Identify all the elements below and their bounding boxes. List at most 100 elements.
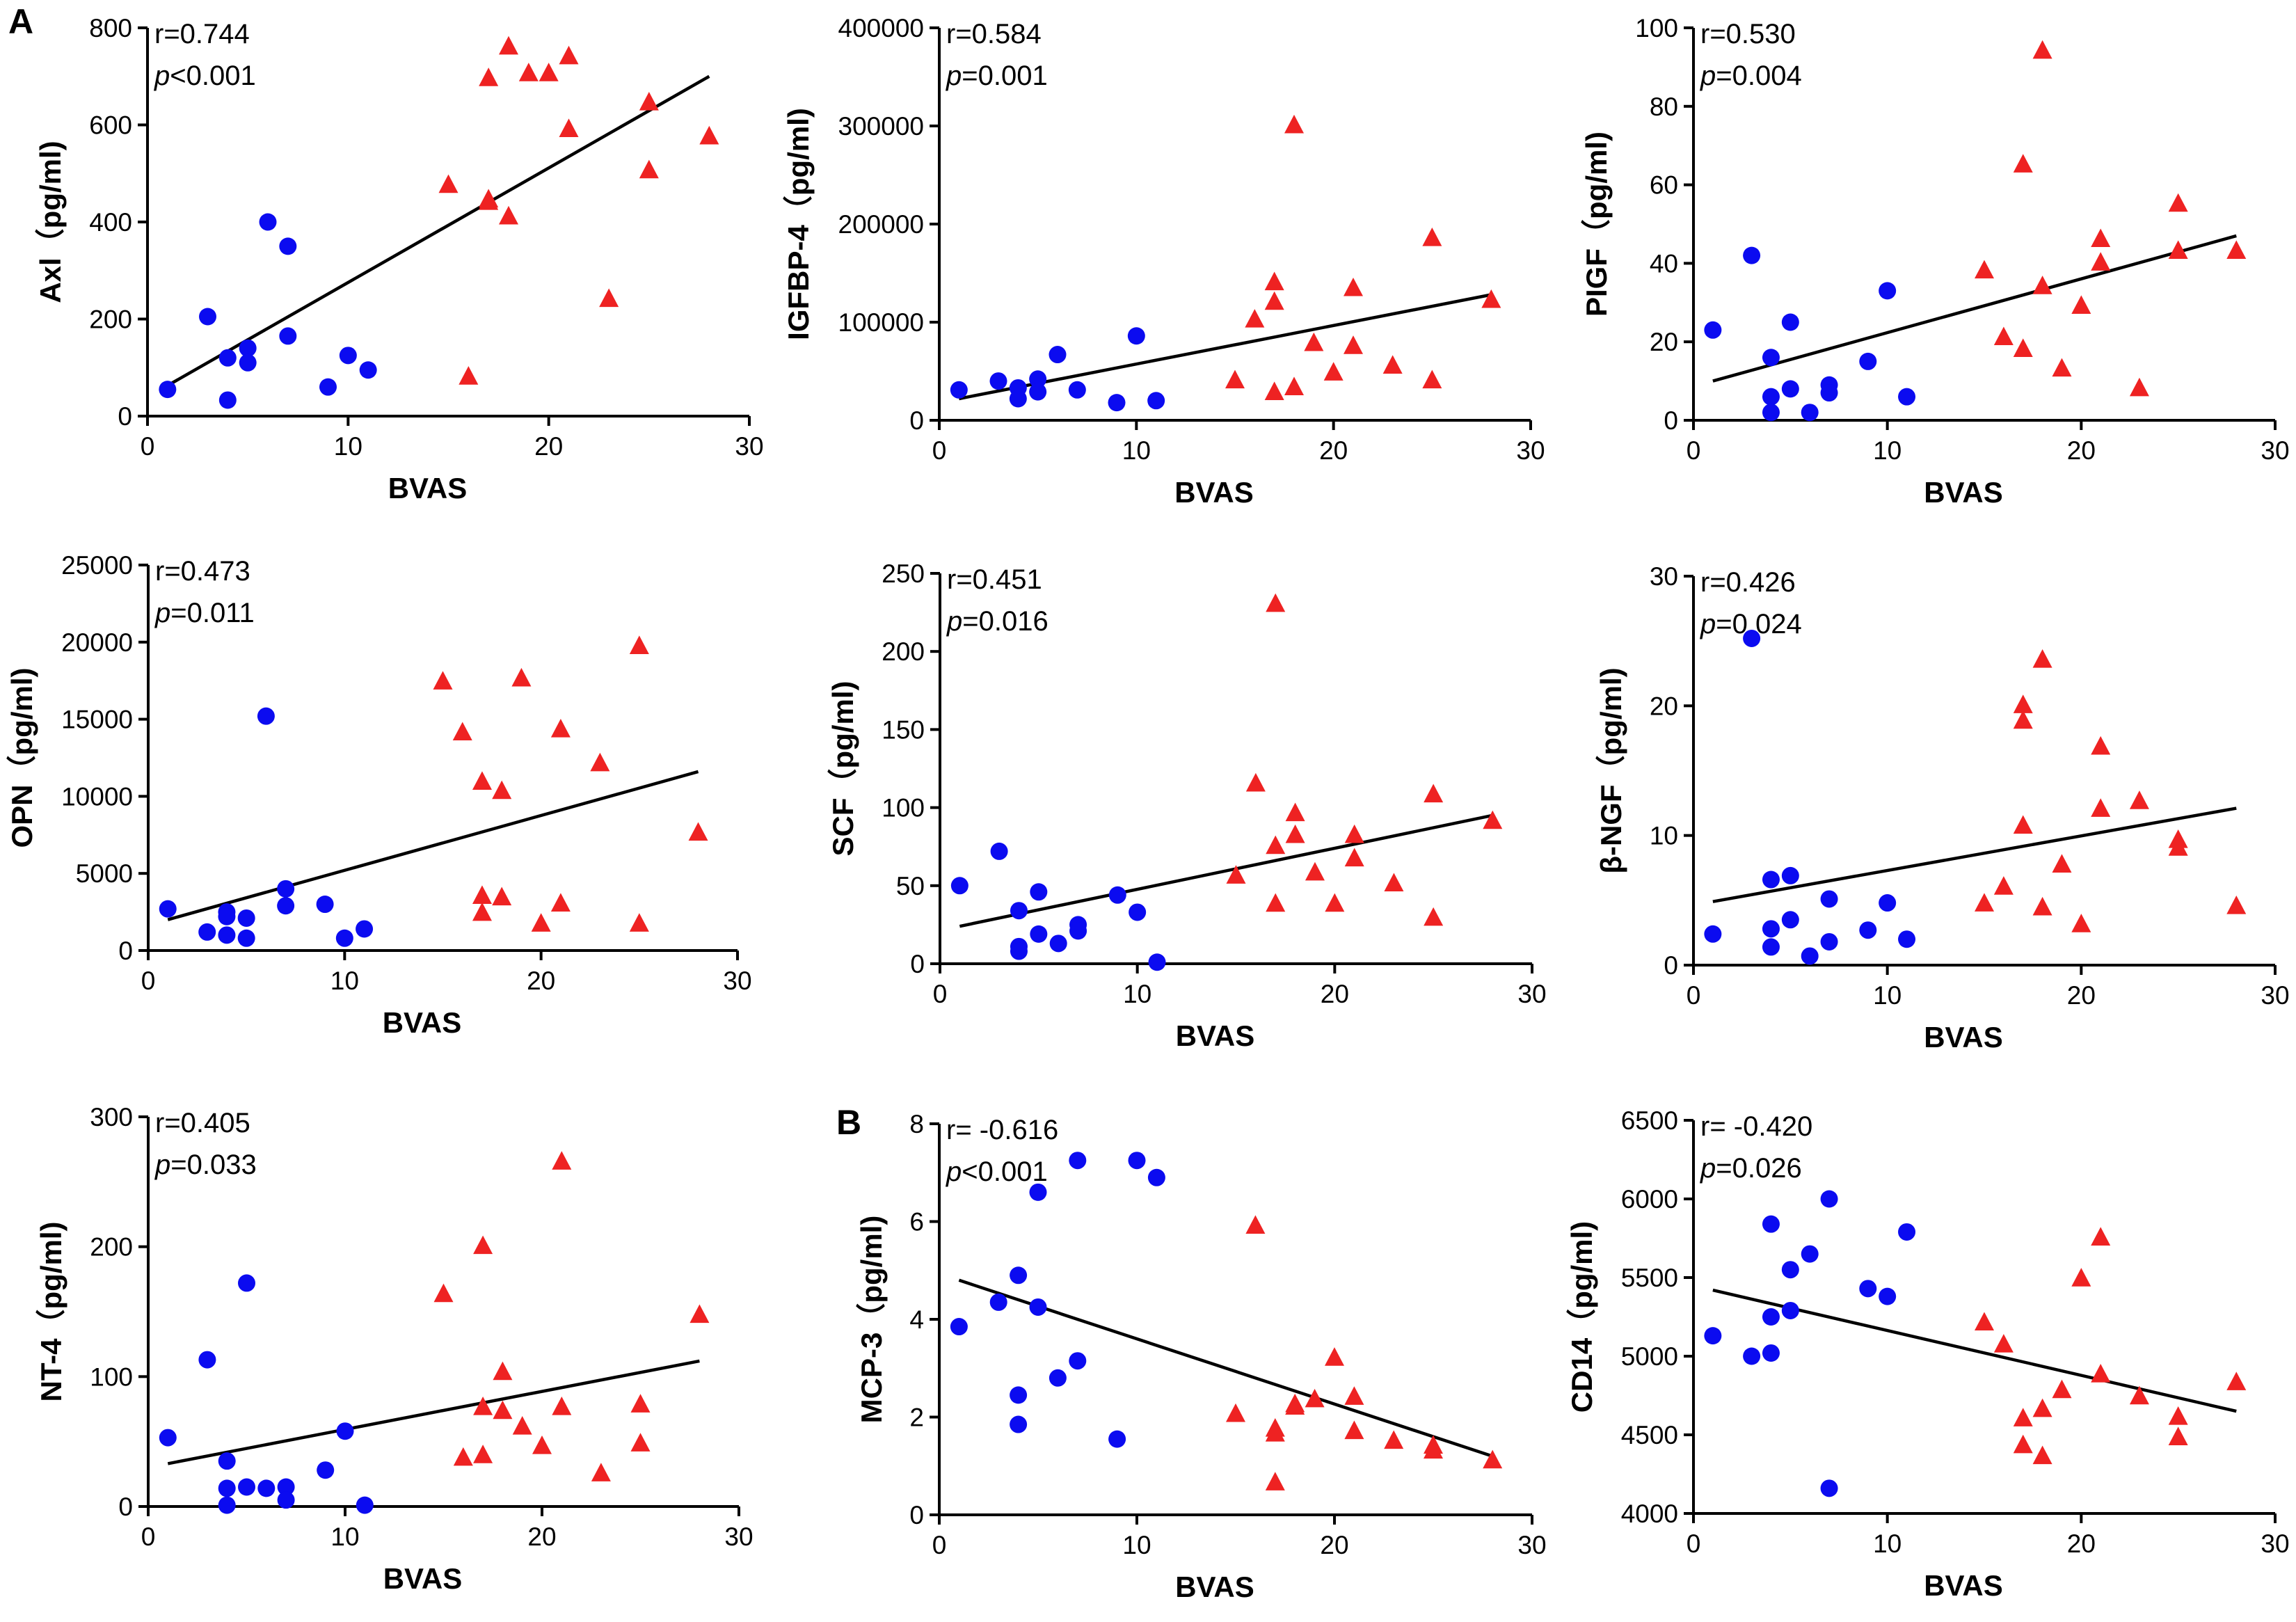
data-point-circle (1029, 1298, 1047, 1316)
data-point-circle (1762, 1308, 1780, 1326)
data-point-triangle (630, 1433, 651, 1452)
data-point-circle (1010, 1266, 1028, 1285)
data-point-circle (1129, 903, 1147, 921)
data-point-circle (1820, 384, 1838, 402)
stats-r: r=0.426 (1700, 567, 1796, 598)
y-axis-label: IGFBP-4（pg/ml) (782, 108, 815, 340)
data-point-circle (1781, 313, 1799, 331)
x-tick-label: 20 (1321, 980, 1349, 1008)
data-point-circle (218, 926, 236, 944)
data-point-circle (1762, 920, 1780, 938)
chart-cd14: 4000 4500 5000 5500 6000 6500 0 10 20 30 BVAS CD14（… (1565, 1106, 2290, 1602)
data-point-triangle (539, 63, 559, 81)
x-tick-label: 10 (1873, 436, 1902, 465)
data-point-triangle (2091, 228, 2111, 248)
stats-r: r=0.584 (946, 19, 1042, 49)
y-tick-label: 8 (909, 1110, 924, 1138)
data-point-circle (159, 381, 177, 399)
x-tick-label: 0 (1687, 436, 1701, 465)
data-point-circle (1049, 935, 1067, 953)
data-point-triangle (479, 191, 499, 210)
y-tick-label: 5500 (1621, 1264, 1678, 1292)
stats-p: p=0.011 (154, 598, 255, 628)
data-point-circle (1898, 388, 1916, 406)
chart-plgf: 0 20 40 60 80 100 0 10 20 30 BVAS PIGF（pg/ml) r=0.53… (1580, 14, 2290, 509)
x-tick-label: 0 (141, 1522, 156, 1551)
y-tick-label: 5000 (76, 859, 133, 888)
data-point-triangle (492, 780, 512, 800)
y-tick-label: 300000 (838, 112, 924, 141)
data-point-circle (1859, 352, 1877, 370)
y-tick-label: 30 (1650, 562, 1678, 591)
data-point-circle (1010, 1415, 1028, 1433)
y-tick-label: 0 (118, 402, 132, 431)
x-axis-label: BVAS (1174, 476, 1254, 509)
data-point-triangle (438, 174, 459, 193)
stats-p: p=0.001 (946, 61, 1048, 91)
x-tick-label: 0 (932, 1531, 947, 1559)
stats-p: p=0.033 (154, 1150, 257, 1180)
data-point-triangle (2013, 710, 2033, 729)
data-point-circle (359, 361, 377, 379)
data-point-circle (950, 381, 968, 399)
data-point-triangle (1384, 1430, 1404, 1449)
y-axis-label: OPN（pg/ml) (6, 668, 38, 848)
data-point-circle (1801, 947, 1819, 965)
data-point-triangle (1993, 1334, 2014, 1353)
data-point-triangle (629, 913, 649, 932)
regression-line (958, 1278, 1493, 1458)
data-point-triangle (2032, 40, 2052, 59)
data-point-circle (199, 308, 216, 326)
x-tick-label: 10 (334, 432, 362, 461)
data-point-circle (1820, 932, 1838, 951)
data-point-triangle (1424, 907, 1444, 926)
regression-line (167, 770, 699, 921)
data-point-circle (1743, 629, 1761, 647)
data-point-circle (257, 707, 275, 725)
y-tick-label: 600 (89, 111, 132, 140)
x-tick-label: 20 (2067, 436, 2096, 465)
stats-r: r=0.473 (155, 556, 250, 587)
data-point-triangle (2091, 736, 2111, 755)
data-point-triangle (499, 205, 518, 225)
y-tick-label: 0 (118, 937, 133, 965)
data-point-triangle (1993, 876, 2014, 895)
data-point-triangle (433, 1283, 454, 1303)
data-point-circle (218, 907, 236, 925)
data-point-circle (1068, 381, 1086, 399)
data-point-triangle (2052, 854, 2072, 873)
y-tick-label: 250 (882, 559, 925, 588)
data-point-circle (1049, 1369, 1067, 1387)
data-point-triangle (1384, 873, 1404, 892)
y-axis-label: MCP-3（pg/ml) (855, 1216, 888, 1424)
data-point-triangle (472, 771, 492, 790)
data-point-triangle (2129, 377, 2149, 397)
data-point-triangle (1422, 228, 1442, 246)
data-point-circle (1010, 1386, 1028, 1404)
data-point-circle (277, 1491, 295, 1509)
data-point-triangle (1483, 1449, 1503, 1469)
data-point-triangle (1344, 277, 1363, 296)
data-point-triangle (1226, 865, 1246, 884)
y-tick-label: 5000 (1621, 1342, 1678, 1371)
data-point-circle (356, 920, 374, 938)
data-point-circle (1108, 1430, 1126, 1448)
data-point-circle (1879, 894, 1897, 912)
data-point-circle (989, 372, 1007, 390)
data-point-triangle (2071, 295, 2091, 314)
data-point-triangle (1266, 593, 1286, 612)
data-point-triangle (472, 885, 492, 904)
x-tick-label: 0 (141, 967, 156, 995)
data-point-triangle (1424, 784, 1444, 803)
y-axis-label: CD14（pg/ml) (1565, 1221, 1598, 1413)
data-point-circle (356, 1496, 374, 1514)
y-tick-label: 400 (89, 208, 132, 237)
x-tick-label: 30 (2261, 436, 2289, 465)
y-tick-label: 0 (118, 1493, 133, 1521)
data-point-circle (1762, 388, 1780, 406)
data-point-triangle (2013, 1434, 2033, 1454)
data-point-circle (279, 237, 297, 255)
y-axis-label: β-NGF（pg/ml) (1595, 667, 1627, 873)
data-point-circle (1127, 327, 1145, 345)
data-point-triangle (2226, 896, 2247, 914)
